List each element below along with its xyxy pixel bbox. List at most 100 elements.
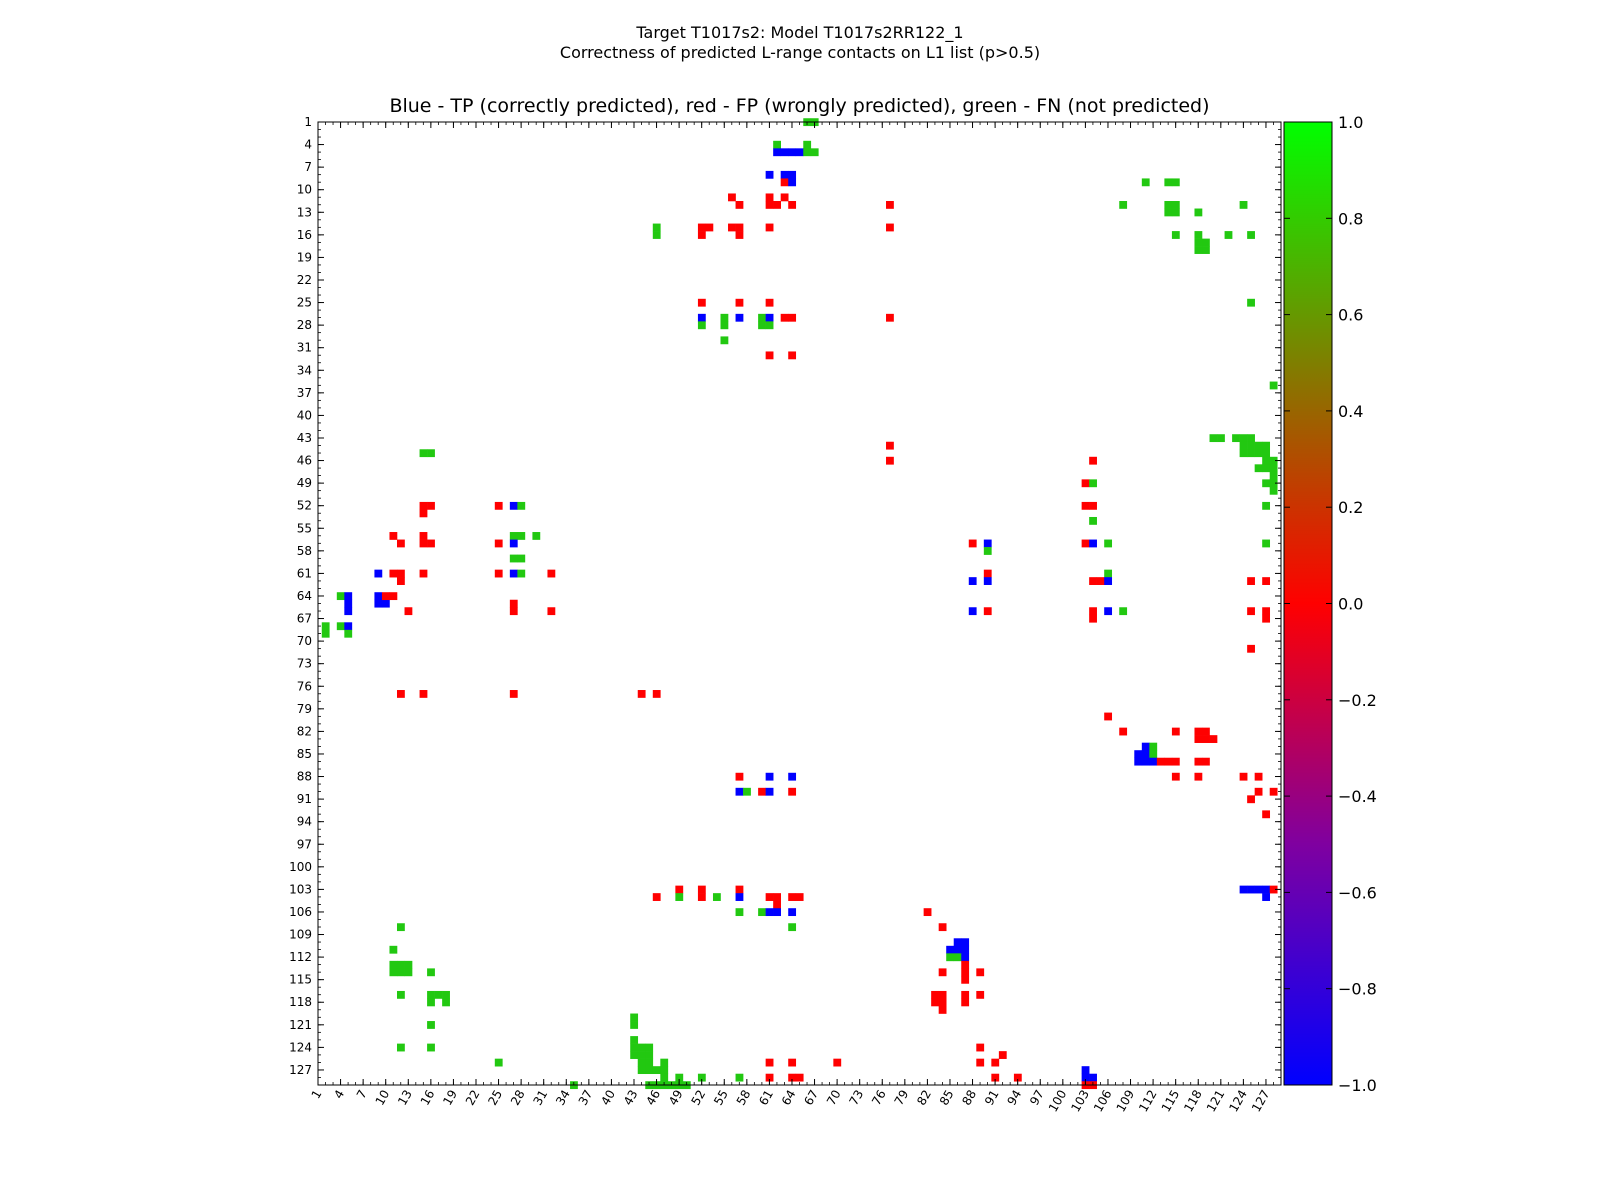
contact-cell-5-64 [344, 592, 353, 601]
x-tick-label: 94 [1005, 1088, 1025, 1108]
contact-cell-10-65 [381, 599, 390, 608]
y-tick-label: 1 [304, 115, 312, 129]
contact-cell-127-103 [1262, 885, 1271, 894]
contact-cell-56-15 [728, 223, 736, 232]
heatmap-cells [321, 118, 1278, 1090]
contact-cell-16-57 [427, 539, 435, 548]
contact-cell-115-88 [1171, 772, 1180, 781]
contact-cell-46-77 [652, 690, 661, 698]
contact-cell-126-45 [1254, 449, 1263, 458]
contact-cell-125-25 [1247, 298, 1255, 307]
contact-cell-61-32 [765, 351, 774, 360]
x-tick-label: 115 [1159, 1088, 1183, 1115]
contact-cell-11-114 [389, 968, 398, 977]
colorbar-tick-label: 1.0 [1338, 113, 1363, 132]
contact-cell-64-88 [788, 772, 797, 781]
contact-cell-63-11 [780, 193, 789, 202]
contact-cell-65-128 [795, 1073, 804, 1082]
y-tick-label: 106 [289, 905, 312, 919]
contact-cell-118-17 [1194, 238, 1203, 247]
y-tick-label: 109 [289, 928, 312, 942]
y-tick-label: 61 [297, 566, 312, 580]
contact-cell-77-12 [886, 200, 894, 209]
contact-cell-27-56 [509, 532, 518, 540]
contact-cell-57-106 [735, 908, 744, 917]
contact-cell-16-117 [427, 990, 435, 999]
contact-cell-92-125 [998, 1051, 1007, 1059]
colorbar-tick-label: 0.0 [1338, 595, 1363, 614]
contact-cell-46-16 [652, 231, 661, 239]
x-tick-label: 28 [508, 1088, 528, 1108]
y-tick-label: 4 [304, 138, 312, 152]
contact-cell-56-11 [728, 193, 736, 202]
contact-cell-128-103 [1269, 885, 1278, 894]
contact-cell-90-58 [983, 547, 992, 555]
axis-tick-labels: 1 4 7 10 13 16 19 22 25 28 31 34 37 40 43 46 49 52 55 58 61 6… [289, 115, 1272, 1114]
contact-cell-65-104 [795, 893, 804, 901]
contact-cell-85-112 [946, 953, 955, 962]
contact-cell-61-11 [765, 193, 774, 202]
contact-cell-57-25 [735, 298, 744, 307]
contact-cell-67-5 [810, 148, 819, 157]
contact-cell-5-66 [344, 607, 353, 616]
contact-cell-125-44 [1247, 441, 1255, 450]
y-tick-label: 16 [297, 228, 312, 242]
contact-cell-61-25 [765, 298, 774, 307]
contact-cell-27-65 [509, 599, 518, 608]
contact-cell-52-16 [697, 231, 706, 239]
y-tick-label: 85 [297, 747, 312, 761]
contact-cell-63-9 [780, 178, 789, 187]
contact-cell-12-62 [396, 577, 405, 585]
x-tick-label: 64 [779, 1088, 799, 1108]
contact-cell-57-103 [735, 885, 744, 894]
contact-cell-4-68 [336, 622, 345, 631]
y-tick-label: 79 [297, 702, 312, 716]
contact-cell-55-27 [720, 313, 729, 322]
contact-cell-2-69 [321, 629, 330, 638]
axis-ticks [317, 121, 1282, 1086]
contact-cell-18-118 [442, 998, 450, 1007]
contact-cell-9-65 [374, 599, 383, 608]
contact-cell-57-12 [735, 200, 744, 209]
contact-cell-88-57 [968, 539, 977, 548]
contact-cell-127-104 [1262, 893, 1271, 901]
contact-cell-106-62 [1104, 577, 1113, 585]
contact-cell-64-90 [788, 787, 797, 796]
contact-cell-13-66 [404, 607, 413, 616]
contact-cell-104-62 [1089, 577, 1097, 585]
figure-suptitle-line-1: Target T1017s2: Model T1017s2RR122_1 [636, 23, 964, 42]
y-tick-label: 76 [297, 679, 312, 693]
y-tick-label: 127 [289, 1063, 312, 1077]
contact-cell-118-18 [1194, 246, 1203, 254]
x-tick-label: 79 [892, 1088, 912, 1108]
contact-cell-52-25 [697, 298, 706, 307]
contact-cell-2-68 [321, 622, 330, 631]
contact-cell-112-86 [1149, 757, 1158, 766]
contact-cell-122-16 [1224, 231, 1233, 239]
contact-cell-111-84 [1141, 742, 1150, 751]
y-tick-label: 31 [297, 341, 312, 355]
contact-cell-58-90 [743, 787, 751, 796]
contact-cell-123-43 [1232, 434, 1240, 443]
contact-cell-86-110 [953, 938, 962, 947]
y-tick-label: 25 [297, 296, 312, 310]
contact-cell-12-57 [396, 539, 405, 548]
contact-cell-113-86 [1156, 757, 1165, 766]
contact-cell-57-88 [735, 772, 744, 781]
y-tick-label: 64 [297, 589, 312, 603]
contact-cell-103-52 [1081, 501, 1090, 510]
contact-cell-118-16 [1194, 231, 1203, 239]
contact-cell-45-124 [645, 1043, 654, 1052]
contact-cell-104-52 [1089, 501, 1097, 510]
contact-cell-125-66 [1247, 607, 1255, 616]
contact-cell-112-85 [1149, 750, 1158, 759]
y-tick-label: 49 [297, 476, 312, 490]
contact-cell-108-82 [1119, 727, 1128, 736]
contact-cell-63-27 [780, 313, 789, 322]
contact-cell-115-9 [1171, 178, 1180, 187]
contact-cell-90-66 [983, 607, 992, 616]
contact-cell-120-43 [1209, 434, 1218, 443]
contact-cell-27-52 [509, 501, 518, 510]
y-tick-label: 70 [297, 634, 312, 648]
contact-cell-110-85 [1134, 750, 1143, 759]
